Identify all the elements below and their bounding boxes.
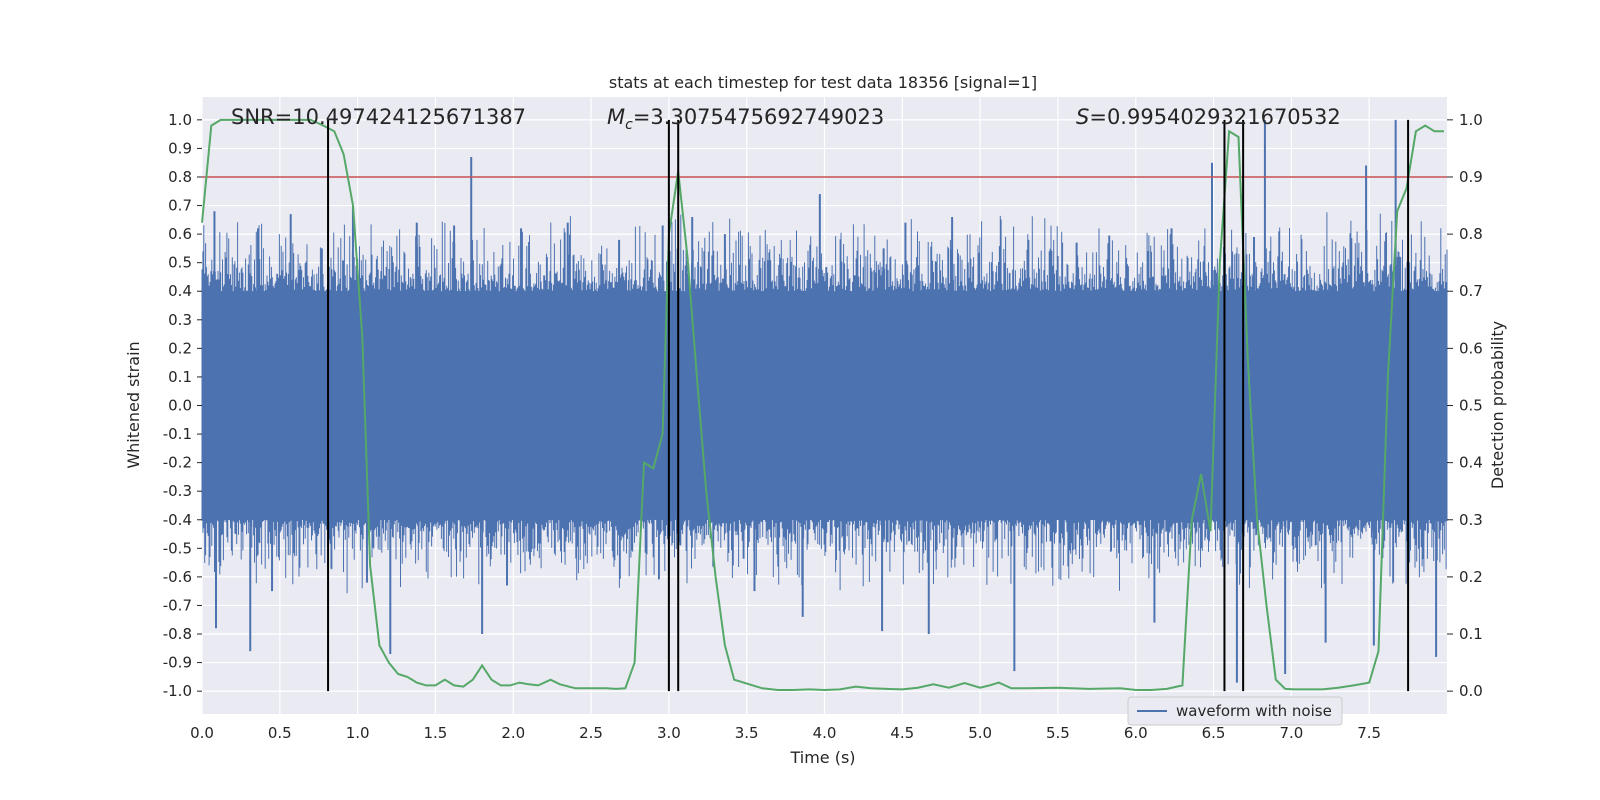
waveform-series	[201, 119, 1448, 683]
legend-entry: waveform with noise	[1176, 702, 1332, 720]
x-tick-label: 6.5	[1202, 724, 1226, 742]
y-right-tick-label: 0.1	[1459, 625, 1483, 643]
y-left-tick-label: 0.2	[168, 339, 192, 357]
y-right-tick-label: 0.5	[1459, 397, 1483, 415]
x-tick-label: 6.0	[1124, 724, 1148, 742]
x-tick-label: 5.0	[968, 724, 992, 742]
mc-symbol: M	[607, 105, 625, 129]
x-tick-label: 4.5	[890, 724, 914, 742]
x-tick-label: 7.5	[1357, 724, 1381, 742]
y-axis-right-label: Detection probability	[1488, 321, 1507, 489]
x-tick-label: 0.5	[268, 724, 292, 742]
x-tick-label: 0.0	[190, 724, 214, 742]
y-right-tick-label: 0.8	[1459, 225, 1483, 243]
y-left-tick-label: 0.5	[168, 254, 192, 272]
y-left-tick-label: 0.7	[168, 197, 192, 215]
x-axis-label: Time (s)	[789, 748, 855, 767]
y-left-tick-label: 0.9	[168, 139, 192, 157]
x-tick-label: 3.5	[735, 724, 759, 742]
x-tick-label: 2.0	[501, 724, 525, 742]
detection-markers	[327, 119, 1410, 692]
y-left-tick-label: 0.8	[168, 168, 192, 186]
y-left-tick-label: -0.1	[163, 425, 192, 443]
y-left-tick-label: -0.8	[163, 625, 192, 643]
x-tick-label: 1.0	[346, 724, 370, 742]
s-symbol: S	[1076, 105, 1089, 129]
y-left-tick-label: -0.4	[163, 511, 192, 529]
probability-layer	[201, 118, 1444, 692]
waveform-line	[201, 212, 1448, 594]
y-right-tick-label: 0.9	[1459, 168, 1483, 186]
y-left-tick-label: 1.0	[168, 111, 192, 129]
y-right-tick-label: 0.4	[1459, 454, 1483, 472]
y-left-tick-label: 0.6	[168, 225, 192, 243]
y-right-tick-label: 1.0	[1459, 111, 1483, 129]
s-annotation: S=0.9954029321670532	[1076, 105, 1341, 129]
y-left-tick-label: 0.3	[168, 311, 192, 329]
legend: waveform with noise	[1127, 696, 1343, 726]
y-right-tick-label: 0.7	[1459, 282, 1483, 300]
x-tick-label: 2.5	[579, 724, 603, 742]
y-left-tick-label: -1.0	[163, 682, 192, 700]
x-tick-label: 4.0	[813, 724, 837, 742]
s-value: =0.9954029321670532	[1089, 105, 1340, 129]
mc-value: =3.3075475692749023	[633, 105, 884, 129]
y-right-tick-label: 0.2	[1459, 568, 1483, 586]
y-axis-left-ticks: 1.0 0.9 0.8 0.7 0.6 0.5 0.4 0.3 0.2 0.1 0.0 -0.1 -0.…	[163, 111, 202, 700]
x-tick-label: 1.5	[424, 724, 448, 742]
y-left-tick-label: 0.1	[168, 368, 192, 386]
y-left-tick-label: -0.7	[163, 596, 192, 614]
chart-title: stats at each timestep for test data 183…	[609, 73, 1037, 92]
x-tick-label: 7.0	[1279, 724, 1303, 742]
y-right-tick-label: 0.6	[1459, 339, 1483, 357]
y-left-tick-label: -0.3	[163, 482, 192, 500]
y-left-tick-label: 0.0	[168, 397, 192, 415]
x-tick-label: 5.5	[1046, 724, 1070, 742]
chirp-mass-annotation: Mc=3.3075475692749023	[607, 105, 884, 133]
y-left-tick-label: -0.2	[163, 454, 192, 472]
y-right-tick-label: 0.3	[1459, 511, 1483, 529]
probability-line	[201, 118, 1444, 692]
y-axis-left-label: Whitened strain	[124, 341, 143, 468]
y-axis-right-ticks: 1.0 0.9 0.8 0.7 0.6 0.5 0.4 0.3 0.2 0.1 0.0	[1447, 111, 1483, 700]
y-left-tick-label: 0.4	[168, 282, 192, 300]
y-left-tick-label: -0.6	[163, 568, 192, 586]
snr-annotation: SNR=10.497424125671387	[231, 105, 526, 129]
x-axis-ticks: 0.0 0.5 1.0 1.5 2.0 2.5 3.0 3.5 4.0 4.5 5.0 5.5 6.0 6…	[190, 724, 1381, 742]
y-left-tick-label: -0.5	[163, 539, 192, 557]
x-tick-label: 3.0	[657, 724, 681, 742]
y-left-tick-label: -0.9	[163, 654, 192, 672]
mc-subscript: c	[625, 117, 633, 133]
y-right-tick-label: 0.0	[1459, 682, 1483, 700]
legend-box	[1127, 696, 1343, 726]
